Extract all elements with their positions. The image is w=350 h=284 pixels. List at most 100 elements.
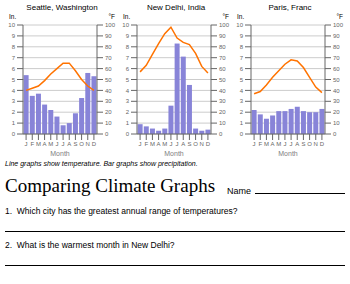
svg-text:50: 50	[333, 77, 340, 83]
svg-text:J: J	[169, 141, 172, 147]
svg-text:2: 2	[240, 109, 244, 115]
svg-text:Month: Month	[50, 150, 70, 156]
svg-text:5: 5	[240, 77, 244, 83]
svg-text:20: 20	[105, 109, 112, 115]
svg-text:0: 0	[219, 131, 223, 137]
svg-text:0: 0	[126, 131, 130, 137]
svg-text:10: 10	[8, 22, 15, 28]
svg-text:10: 10	[333, 120, 340, 126]
svg-text:F: F	[258, 141, 262, 147]
svg-text:5: 5	[126, 77, 130, 83]
svg-text:60: 60	[333, 66, 340, 72]
svg-text:10: 10	[236, 22, 243, 28]
svg-text:100: 100	[333, 22, 342, 28]
svg-text:D: D	[92, 141, 97, 147]
svg-text:J: J	[253, 141, 256, 147]
svg-text:9: 9	[240, 33, 244, 39]
svg-text:N: N	[86, 141, 90, 147]
svg-text:40: 40	[333, 88, 340, 94]
svg-text:6: 6	[12, 66, 16, 72]
svg-text:90: 90	[333, 33, 340, 39]
svg-text:N: N	[314, 141, 318, 147]
svg-text:F: F	[30, 141, 34, 147]
svg-text:6: 6	[126, 66, 130, 72]
svg-text:0: 0	[12, 131, 16, 137]
svg-text:90: 90	[105, 33, 112, 39]
svg-text:10: 10	[219, 120, 226, 126]
svg-text:4: 4	[12, 88, 16, 94]
svg-text:40: 40	[219, 88, 226, 94]
svg-text:30: 30	[333, 98, 340, 104]
svg-text:Month: Month	[164, 150, 184, 156]
svg-text:4: 4	[126, 88, 130, 94]
svg-text:10: 10	[122, 22, 129, 28]
svg-text:D: D	[320, 141, 325, 147]
svg-text:70: 70	[105, 55, 112, 61]
svg-text:A: A	[157, 141, 161, 147]
svg-text:J: J	[176, 141, 179, 147]
svg-text:30: 30	[219, 98, 226, 104]
svg-text:J: J	[139, 141, 142, 147]
svg-text:30: 30	[105, 98, 112, 104]
svg-text:M: M	[36, 141, 41, 147]
svg-text:9: 9	[126, 33, 130, 39]
svg-text:1: 1	[12, 120, 16, 126]
svg-text:70: 70	[333, 55, 340, 61]
svg-text:M: M	[264, 141, 269, 147]
svg-text:N: N	[200, 141, 204, 147]
svg-text:100: 100	[219, 22, 230, 28]
svg-text:O: O	[79, 141, 84, 147]
svg-text:0: 0	[105, 131, 109, 137]
svg-text:80: 80	[105, 44, 112, 50]
svg-text:J: J	[290, 141, 293, 147]
svg-text:20: 20	[333, 109, 340, 115]
svg-text:8: 8	[240, 44, 244, 50]
svg-text:S: S	[187, 141, 191, 147]
svg-text:A: A	[43, 141, 47, 147]
svg-text:60: 60	[219, 66, 226, 72]
svg-text:80: 80	[219, 44, 226, 50]
svg-text:5: 5	[12, 77, 16, 83]
svg-text:A: A	[271, 141, 275, 147]
svg-text:6: 6	[240, 66, 244, 72]
svg-text:80: 80	[333, 44, 340, 50]
svg-text:60: 60	[105, 66, 112, 72]
svg-text:M: M	[276, 141, 281, 147]
svg-text:J: J	[55, 141, 58, 147]
svg-text:4: 4	[240, 88, 244, 94]
svg-text:7: 7	[126, 55, 130, 61]
svg-text:2: 2	[126, 109, 130, 115]
svg-text:O: O	[193, 141, 198, 147]
svg-text:A: A	[295, 141, 299, 147]
svg-text:3: 3	[126, 98, 130, 104]
svg-text:0: 0	[240, 131, 244, 137]
svg-text:F: F	[144, 141, 148, 147]
svg-text:1: 1	[126, 120, 130, 126]
svg-text:3: 3	[12, 98, 16, 104]
svg-text:70: 70	[219, 55, 226, 61]
svg-text:7: 7	[240, 55, 244, 61]
svg-text:1: 1	[240, 120, 244, 126]
svg-text:J: J	[62, 141, 65, 147]
svg-text:50: 50	[219, 77, 226, 83]
svg-text:10: 10	[105, 120, 112, 126]
svg-text:8: 8	[126, 44, 130, 50]
svg-text:7: 7	[12, 55, 16, 61]
svg-text:50: 50	[105, 77, 112, 83]
svg-text:8: 8	[12, 44, 16, 50]
svg-text:3: 3	[240, 98, 244, 104]
svg-text:0: 0	[333, 131, 337, 137]
svg-text:M: M	[150, 141, 155, 147]
svg-text:A: A	[181, 141, 185, 147]
svg-text:90: 90	[219, 33, 226, 39]
svg-text:20: 20	[219, 109, 226, 115]
svg-text:2: 2	[12, 109, 16, 115]
svg-text:100: 100	[105, 22, 116, 28]
svg-text:D: D	[206, 141, 211, 147]
svg-text:9: 9	[12, 33, 16, 39]
svg-text:O: O	[307, 141, 312, 147]
svg-text:Month: Month	[278, 150, 298, 156]
svg-text:M: M	[48, 141, 53, 147]
svg-text:S: S	[301, 141, 305, 147]
svg-text:A: A	[67, 141, 71, 147]
